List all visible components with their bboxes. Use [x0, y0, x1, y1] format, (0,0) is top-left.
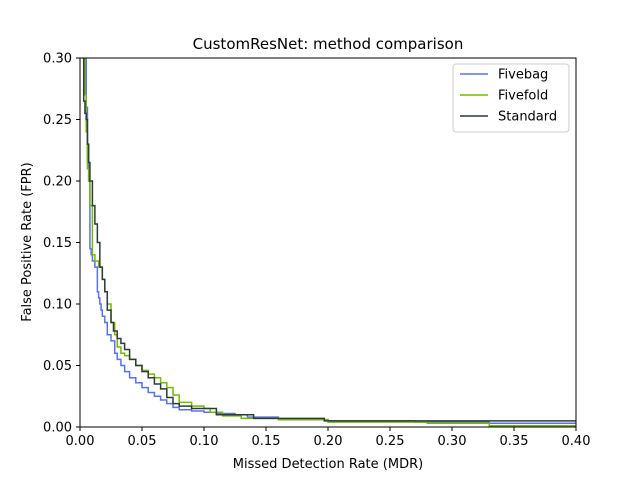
x-axis-label: Missed Detection Rate (MDR) — [233, 457, 423, 472]
x-tick-label: 0.35 — [500, 434, 529, 449]
plot-area — [82, 58, 576, 427]
x-tick-label: 0.25 — [376, 434, 405, 449]
x-tick-label: 0.15 — [252, 434, 281, 449]
y-axis-label: False Positive Rate (FPR) — [20, 162, 35, 321]
y-tick-label: 0.15 — [43, 236, 72, 251]
y-tick-label: 0.25 — [43, 113, 72, 128]
ticks-layer: 0.00 0.05 0.10 0.15 0.20 0.25 0.30 0.35 0.40 0.00… — [43, 52, 590, 450]
plot-frame — [79, 57, 577, 428]
legend-label-fivebag: Fivebag — [498, 68, 548, 83]
x-tick-label: 0.10 — [190, 434, 219, 449]
x-tick-label: 0.05 — [128, 434, 157, 449]
chart-title: CustomResNet: method comparison — [193, 35, 464, 53]
y-tick-label: 0.10 — [43, 298, 72, 313]
x-tick-label: 0.00 — [66, 434, 95, 449]
x-tick-label: 0.40 — [562, 434, 591, 449]
legend-label-standard: Standard — [498, 110, 557, 125]
y-tick-label: 0.20 — [43, 175, 72, 190]
series-layer — [82, 58, 576, 427]
series-line-standard — [82, 58, 576, 422]
y-tick-label: 0.00 — [43, 421, 72, 436]
y-tick-label: 0.05 — [43, 359, 72, 374]
y-tick-label: 0.30 — [43, 52, 72, 67]
x-tick-label: 0.20 — [314, 434, 343, 449]
x-tick-label: 0.30 — [438, 434, 467, 449]
legend-box — [452, 63, 570, 133]
legend: Fivebag Fivefold Standard — [452, 63, 570, 133]
legend-label-fivefold: Fivefold — [498, 89, 548, 104]
series-line-fivebag — [83, 58, 576, 425]
